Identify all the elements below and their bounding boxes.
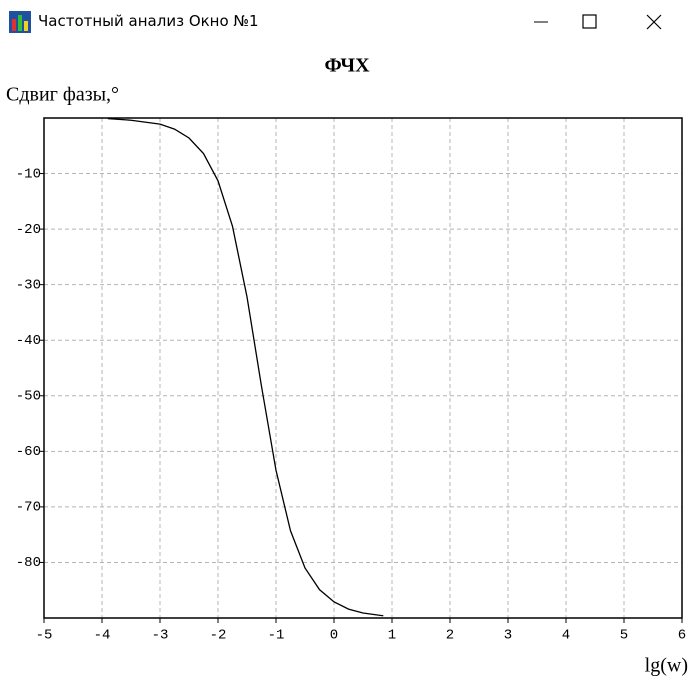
x-axis-label: lg(w) xyxy=(645,655,688,677)
x-tick-label: 5 xyxy=(620,628,628,644)
y-tick-label: -40 xyxy=(16,333,41,349)
x-tick-label: 2 xyxy=(446,628,454,644)
maximize-button[interactable] xyxy=(567,0,613,44)
y-tick-label: -60 xyxy=(16,444,41,460)
title-bar: Частотный анализ Окно №1 xyxy=(0,0,694,44)
y-tick-label: -80 xyxy=(16,555,41,571)
plot-frame xyxy=(43,117,683,619)
y-tick-label: -10 xyxy=(16,166,41,182)
x-tick-label: -5 xyxy=(36,628,53,644)
x-tick-label: 6 xyxy=(678,628,686,644)
curve xyxy=(107,117,384,617)
y-tick-label: -50 xyxy=(16,388,41,404)
x-tick-label: -3 xyxy=(152,628,169,644)
window-title: Частотный анализ Окно №1 xyxy=(38,12,259,30)
y-tick-label: -20 xyxy=(16,222,41,238)
minimize-button[interactable] xyxy=(518,0,564,44)
chart-title: ФЧХ xyxy=(324,55,370,77)
x-tick-label: 1 xyxy=(388,628,396,644)
x-tick-label: -1 xyxy=(268,628,285,644)
y-axis-label: Сдвиг фазы,° xyxy=(6,84,119,106)
x-tick-label: 0 xyxy=(330,628,338,644)
chart: ФЧХ Сдвиг фазы,° lg(w) -5 -4 -3 -2 -1 0 1 2 3 4 5 6… xyxy=(6,55,688,677)
close-button[interactable] xyxy=(638,0,684,44)
app-icon xyxy=(9,11,31,33)
x-tick-label: -4 xyxy=(94,628,111,644)
x-tick-label: 4 xyxy=(562,628,570,644)
y-tick-label: -30 xyxy=(16,277,41,293)
x-tick-label: -2 xyxy=(210,628,227,644)
y-tick-label: -70 xyxy=(16,500,41,516)
x-tick-label: 3 xyxy=(504,628,512,644)
